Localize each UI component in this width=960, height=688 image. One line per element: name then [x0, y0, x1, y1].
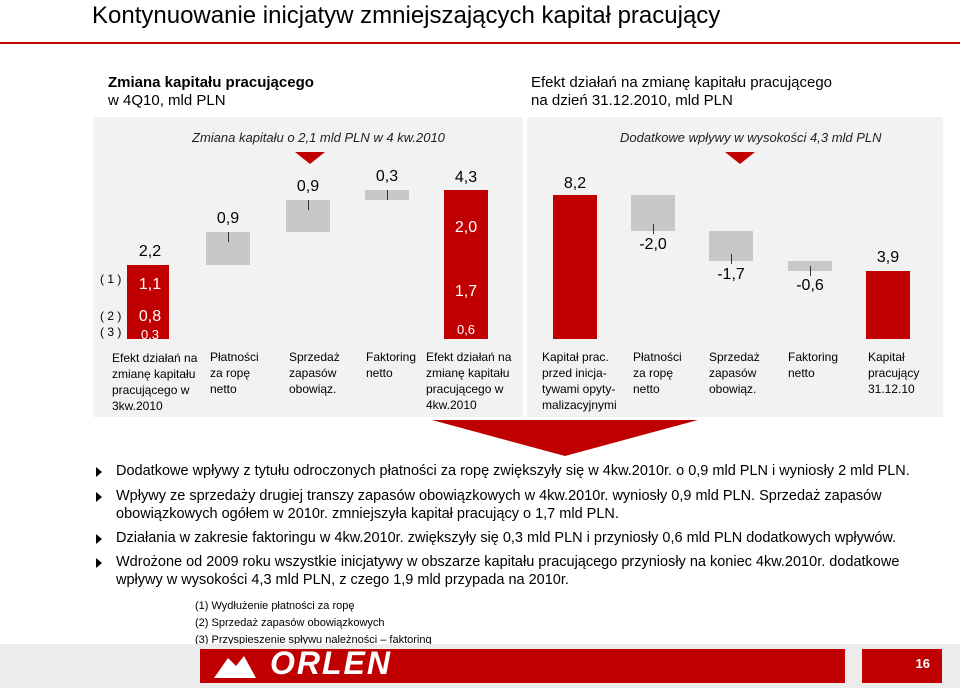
bar-start-seg2-label: 0,8	[138, 308, 162, 325]
bullet-item: Wpływy ze sprzedaży drugiej transzy zapa…	[96, 487, 936, 523]
left-heading-line1: Zmiana kapitału pracującego	[108, 74, 314, 91]
left-caption-oil: Płatności za ropę netto	[210, 350, 259, 396]
bullet-text: Wpływy ze sprzedaży drugiej transzy zapa…	[116, 488, 882, 522]
footnote-1: (1) Wydłużenie płatności za ropę	[195, 600, 355, 612]
bar-left-oil-tick	[228, 232, 229, 242]
row-label-3: ( 3 )	[100, 325, 122, 339]
bar-right-factoring-tick	[810, 266, 811, 276]
bar-start-total-label: 2,2	[138, 243, 162, 260]
left-caption-start: Efekt działań na zmianę kapitału pracują…	[112, 351, 198, 413]
page-title: Kontynuowanie inicjatyw zmniejszających …	[92, 2, 721, 29]
bar-right-stock-label: -1,7	[717, 266, 745, 283]
left-caption-stock: Sprzedaż zapasów obowiąz.	[289, 350, 340, 396]
bullet-arrow-icon	[96, 558, 102, 568]
left-panel-heading: Zmiana kapitału pracującego w 4Q10, mld …	[108, 74, 314, 110]
right-band-pointer	[725, 152, 755, 164]
bar-right-stock-tick	[731, 254, 732, 264]
right-panel-heading: Efekt działań na zmianę kapitału pracują…	[531, 74, 832, 110]
bullet-item: Wdrożone od 2009 roku wszystkie inicjaty…	[96, 553, 936, 589]
bullet-item: Dodatkowe wpływy z tytułu odroczonych pł…	[96, 462, 936, 480]
bar-left-stock-label: 0,9	[296, 178, 320, 195]
left-heading-line2: w 4Q10, mld PLN	[108, 92, 226, 109]
left-caption-factoring: Faktoring netto	[366, 350, 417, 380]
bar-end-seg1	[444, 190, 488, 265]
left-band-pointer	[295, 152, 325, 164]
bullet-arrow-icon	[96, 492, 102, 502]
bar-start-seg2	[127, 305, 169, 327]
right-heading-line2: na dzień 31.12.2010, mld PLN	[531, 92, 733, 109]
row-label-2: ( 2 )	[100, 309, 122, 323]
right-caption-end: Kapitał pracujący 31.12.10	[868, 350, 920, 396]
bar-right-start-label: 8,2	[563, 175, 587, 192]
bar-end-seg1-label: 2,0	[454, 219, 478, 236]
right-caption-start: Kapitał prac. przed inicja-tywami opyty-…	[542, 350, 617, 412]
row-label-1: ( 1 )	[100, 272, 122, 286]
bullet-text: Dodatkowe wpływy z tytułu odroczonych pł…	[116, 463, 910, 479]
bar-end-total-label: 4,3	[454, 169, 478, 186]
bar-left-factoring-tick	[387, 190, 388, 200]
bar-start-seg3	[127, 327, 169, 339]
bar-start-seg1-label: 1,1	[138, 276, 162, 293]
logo-band	[200, 649, 845, 683]
bar-right-start	[553, 195, 597, 339]
orlen-eagle-icon	[214, 656, 256, 678]
bar-right-end-label: 3,9	[876, 249, 900, 266]
bar-right-end	[866, 271, 910, 339]
bar-end-seg2	[444, 265, 488, 318]
bar-right-factoring-label: -0,6	[796, 277, 824, 294]
title-divider	[0, 42, 960, 44]
bar-end-seg3	[444, 318, 488, 339]
right-caption-stock: Sprzedaż zapasów obowiąz.	[709, 350, 760, 396]
bullet-text: Działania w zakresie faktoringu w 4kw.20…	[116, 530, 897, 546]
right-caption-factoring: Faktoring netto	[788, 350, 839, 380]
big-down-arrow	[432, 420, 698, 456]
bar-start-seg3-label: 0,3	[140, 327, 160, 342]
bar-left-stock-tick	[308, 200, 309, 210]
right-band-label: Dodatkowe wpływy w wysokości 4,3 mld PLN	[620, 130, 882, 145]
bar-end-seg2-label: 1,7	[454, 283, 478, 300]
right-heading-line1: Efekt działań na zmianę kapitału pracują…	[531, 74, 833, 91]
bar-start-seg1	[127, 265, 169, 305]
orlen-logo-text: ORLEN	[270, 645, 392, 681]
footnote-2: (2) Sprzedaż zapasów obowiązkowych	[195, 617, 385, 629]
bar-left-oil-label: 0,9	[216, 210, 240, 227]
bar-left-factoring-label: 0,3	[375, 168, 399, 185]
bar-right-oil-label: -2,0	[639, 236, 667, 253]
right-caption-oil: Płatności za ropę netto	[633, 350, 682, 396]
page-number: 16	[915, 656, 930, 671]
footnote-3: (3) Przyspieszenie spływu należności – f…	[195, 634, 432, 646]
bullet-item: Działania w zakresie faktoringu w 4kw.20…	[96, 529, 936, 547]
left-caption-end: Efekt działań na zmianę kapitału pracują…	[426, 350, 512, 412]
bullet-arrow-icon	[96, 467, 102, 477]
bar-end-seg3-label: 0,6	[456, 322, 476, 337]
bullet-arrow-icon	[96, 534, 102, 544]
bullet-text: Wdrożone od 2009 roku wszystkie inicjaty…	[116, 554, 900, 588]
left-band-label: Zmiana kapitału o 2,1 mld PLN w 4 kw.201…	[192, 130, 445, 145]
page-number-box	[862, 649, 942, 683]
bar-right-oil-tick	[653, 224, 654, 234]
